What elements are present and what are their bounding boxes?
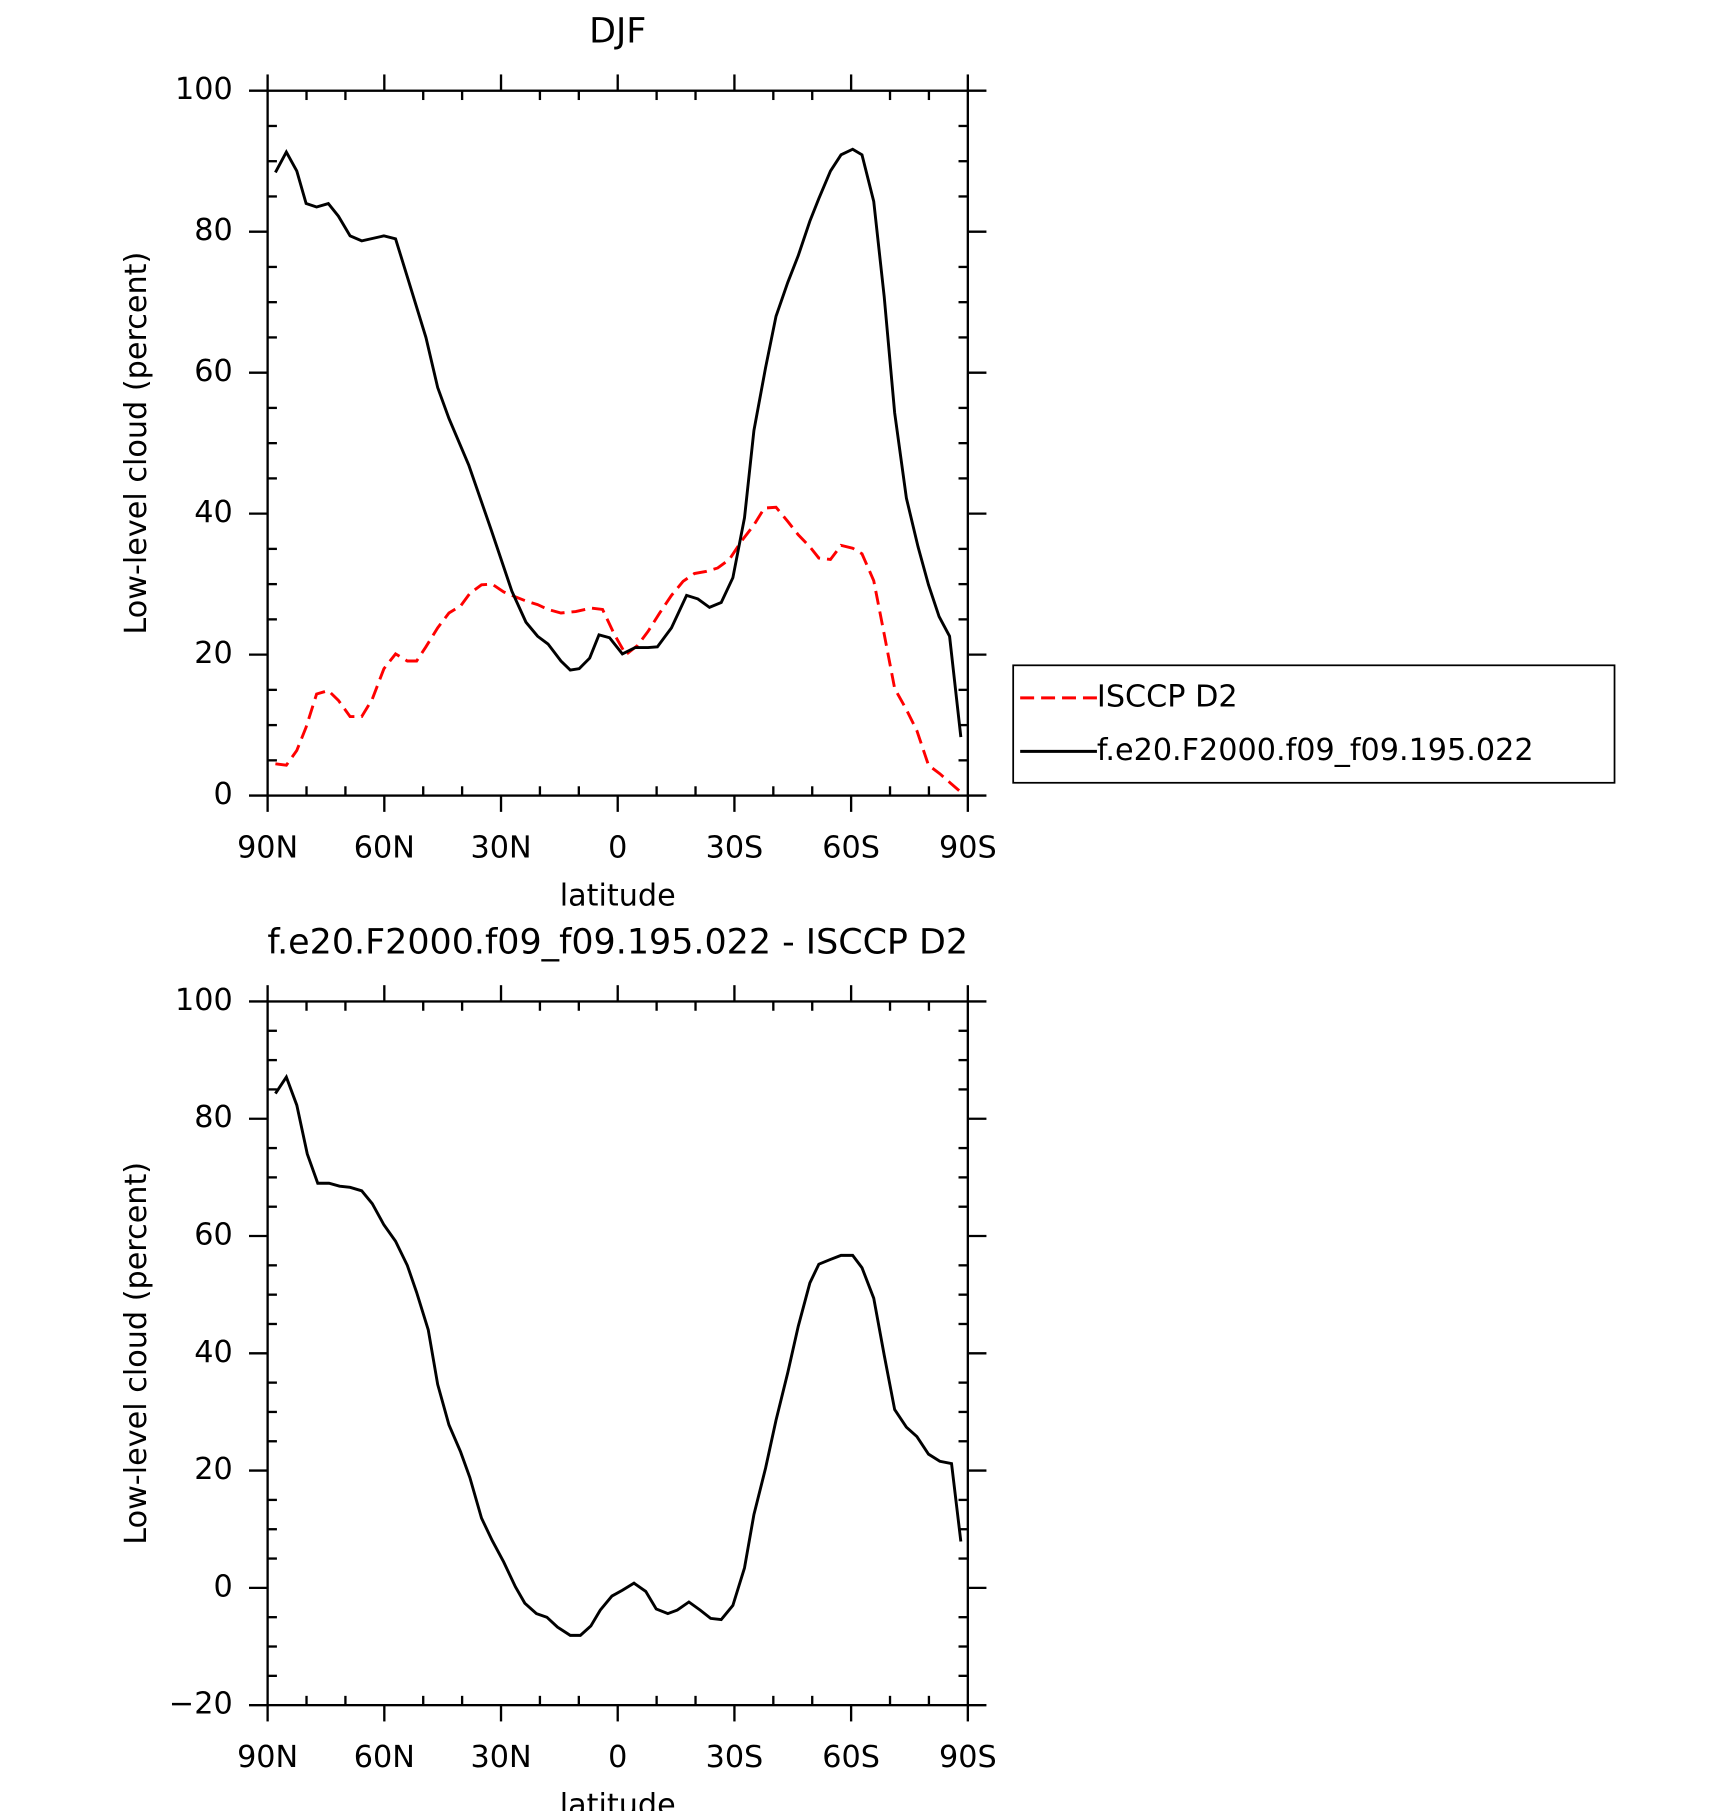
chart: DJF latitude Low-level cloud (percent) 90N 6… (119, 12, 1616, 913)
y-tick-label: 100 (175, 983, 233, 1018)
y-axis-label: Low-level cloud (percent) (119, 252, 154, 635)
y-tick-label: −20 (169, 1687, 233, 1722)
x-tick-label: 90S (939, 1740, 997, 1775)
y-tick-label: 60 (194, 354, 232, 389)
y-tick-label: 0 (213, 1569, 232, 1604)
y-tick-label: 40 (194, 1335, 232, 1370)
chart-title: f.e20.F2000.f09_f09.195.022 - ISCCP D2 (267, 922, 968, 962)
x-tick-label: 60S (822, 831, 880, 866)
x-tick-label: 0 (608, 831, 627, 866)
x-tick-label: 30S (706, 831, 764, 866)
chart: f.e20.F2000.f09_f09.195.022 - ISCCP D2 la… (119, 922, 997, 1811)
y-tick-label: 80 (194, 213, 232, 248)
y-tick-label: 20 (194, 636, 232, 671)
x-axis-label: latitude (560, 878, 676, 913)
x-tick-label: 30N (470, 831, 531, 866)
x-axis-label: latitude (560, 1788, 676, 1811)
y-tick-label: 20 (194, 1452, 232, 1487)
data-line (274, 147, 963, 738)
legend-label: ISCCP D2 (1097, 679, 1238, 714)
x-tick-label: 90S (939, 831, 997, 866)
x-tick-label: 90N (237, 831, 298, 866)
data-line (275, 505, 962, 794)
y-tick-label: 0 (213, 777, 232, 812)
x-tick-label: 60N (354, 1740, 415, 1775)
x-tick-label: 60S (822, 1740, 880, 1775)
y-axis-label: Low-level cloud (percent) (119, 1162, 154, 1545)
legend-label: f.e20.F2000.f09_f09.195.022 (1097, 733, 1534, 768)
y-tick-label: 40 (194, 495, 232, 530)
y-tick-label: 100 (175, 72, 233, 107)
data-line (274, 1073, 963, 1637)
x-tick-label: 90N (237, 1740, 298, 1775)
legend-box (1012, 664, 1616, 784)
plot-frame (266, 89, 969, 797)
x-tick-label: 0 (608, 1740, 627, 1775)
y-tick-label: 80 (194, 1100, 232, 1135)
chart-title: DJF (589, 12, 646, 52)
y-tick-label: 60 (194, 1218, 232, 1253)
x-tick-label: 30N (470, 1740, 531, 1775)
x-tick-label: 30S (706, 1740, 764, 1775)
plot-frame (266, 1000, 969, 1707)
x-tick-label: 60N (354, 831, 415, 866)
